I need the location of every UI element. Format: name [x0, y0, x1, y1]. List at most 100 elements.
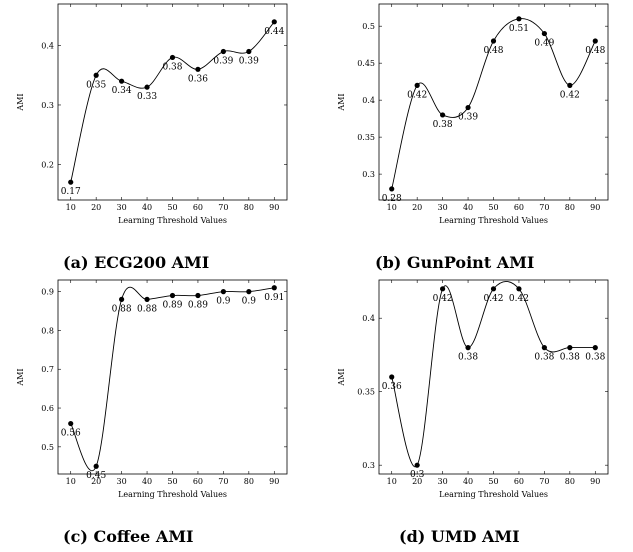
data-label-3-3: 0.38 — [458, 353, 478, 363]
data-point-3-2 — [440, 286, 446, 292]
x-axis-label-1: Learning Threshold Values — [439, 216, 548, 225]
x-axis-label-3: Learning Threshold Values — [439, 490, 548, 499]
data-point-0-0 — [68, 179, 74, 185]
x-tick-label-3-1: 20 — [412, 477, 422, 486]
data-point-0-7 — [246, 48, 252, 55]
y-axis-label-1: AMI — [337, 93, 346, 111]
data-point-2-1 — [93, 463, 99, 469]
data-point-3-3 — [465, 345, 471, 351]
y-tick-label-0-1: 0.3 — [41, 101, 54, 110]
data-label-0-4: 0.38 — [162, 62, 182, 72]
y-axis-label-0: AMI — [16, 93, 25, 111]
data-label-0-1: 0.35 — [86, 80, 106, 90]
x-tick-label-1-1: 20 — [412, 203, 422, 212]
x-tick-label-0-4: 50 — [167, 203, 177, 212]
x-tick-label-1-5: 60 — [514, 203, 524, 212]
x-tick-label-3-2: 30 — [438, 477, 448, 486]
x-tick-label-1-8: 90 — [590, 203, 600, 212]
x-tick-label-0-5: 60 — [193, 203, 203, 212]
data-point-2-7 — [246, 289, 252, 295]
data-point-3-0 — [389, 374, 395, 380]
data-label-2-7: 0.9 — [242, 297, 257, 307]
data-point-3-6 — [541, 345, 547, 351]
data-label-3-4: 0.42 — [483, 294, 503, 304]
plot-frame-1 — [378, 3, 609, 201]
data-label-3-5: 0.42 — [509, 294, 529, 304]
data-point-0-3 — [144, 84, 150, 90]
x-tick-label-2-1: 20 — [91, 477, 101, 486]
y-tick-label-3-0: 0.3 — [362, 461, 375, 470]
data-point-2-8 — [271, 285, 277, 291]
data-label-3-7: 0.38 — [560, 353, 580, 363]
data-point-0-1 — [93, 72, 99, 78]
x-tick-label-2-0: 10 — [66, 477, 76, 486]
x-tick-label-1-3: 40 — [463, 203, 473, 212]
x-axis-label-0: Learning Threshold Values — [118, 216, 227, 225]
data-label-3-2: 0.42 — [433, 294, 453, 304]
caption-b: (b) GunPoint AMI — [375, 253, 535, 272]
data-point-3-8 — [592, 345, 598, 351]
y-axis-label-3: AMI — [337, 368, 346, 386]
y-axis-label-2: AMI — [16, 368, 25, 386]
data-point-1-4 — [490, 38, 497, 44]
x-tick-label-3-6: 70 — [539, 477, 549, 486]
data-point-2-3 — [144, 296, 150, 302]
data-label-1-5: 0.51 — [509, 24, 529, 34]
data-point-2-5 — [195, 292, 201, 299]
x-tick-label-0-7: 80 — [244, 203, 254, 212]
x-axis-label-2: Learning Threshold Values — [118, 490, 227, 499]
data-label-0-7: 0.39 — [239, 57, 259, 67]
caption-a: (a) ECG200 AMI — [63, 253, 210, 272]
data-point-0-5 — [195, 66, 201, 72]
caption-d: (d) UMD AMI — [399, 527, 520, 546]
x-tick-label-3-4: 50 — [488, 477, 498, 486]
data-label-0-3: 0.33 — [137, 92, 157, 102]
data-label-0-5: 0.36 — [188, 74, 208, 84]
data-point-3-7 — [567, 345, 573, 351]
x-tick-label-3-8: 90 — [590, 477, 600, 486]
data-label-0-6: 0.39 — [213, 57, 233, 67]
y-tick-label-2-1: 0.6 — [41, 404, 54, 413]
data-label-2-8: 0.91 — [264, 293, 284, 303]
x-tick-label-1-6: 70 — [539, 203, 549, 212]
data-label-2-6: 0.9 — [216, 297, 231, 307]
data-label-2-3: 0.88 — [137, 304, 157, 314]
data-point-3-4 — [490, 286, 497, 292]
x-tick-label-0-8: 90 — [269, 203, 279, 212]
x-tick-label-2-4: 50 — [167, 477, 177, 486]
x-tick-label-0-3: 40 — [142, 203, 152, 212]
y-tick-label-2-2: 0.7 — [41, 365, 54, 374]
data-point-1-7 — [567, 82, 573, 88]
x-tick-label-0-1: 20 — [91, 203, 101, 212]
y-tick-label-0-2: 0.4 — [41, 42, 54, 51]
x-tick-label-0-6: 70 — [218, 203, 228, 212]
data-label-1-6: 0.49 — [534, 39, 554, 49]
data-label-1-3: 0.39 — [458, 113, 478, 123]
data-label-3-0: 0.36 — [382, 382, 402, 392]
data-label-2-0: 0.56 — [61, 429, 81, 439]
y-tick-label-1-0: 0.3 — [362, 170, 375, 179]
x-tick-label-2-8: 90 — [269, 477, 279, 486]
x-tick-label-2-3: 40 — [142, 477, 152, 486]
data-label-0-0: 0.17 — [61, 187, 81, 197]
data-label-0-8: 0.44 — [264, 27, 284, 37]
x-tick-label-2-7: 80 — [244, 477, 254, 486]
x-tick-label-1-0: 10 — [387, 203, 397, 212]
x-tick-label-3-7: 80 — [565, 477, 575, 486]
y-tick-label-2-3: 0.8 — [41, 326, 54, 335]
data-point-1-6 — [541, 30, 547, 37]
data-label-1-2: 0.38 — [433, 120, 453, 130]
y-tick-label-3-1: 0.35 — [357, 388, 375, 397]
data-label-1-4: 0.48 — [483, 46, 503, 56]
x-tick-label-2-2: 30 — [117, 477, 127, 486]
data-label-3-8: 0.38 — [585, 353, 605, 363]
data-point-1-3 — [465, 104, 471, 111]
x-tick-label-0-2: 30 — [117, 203, 127, 212]
series-line-0 — [70, 21, 275, 183]
plot-frame-0 — [57, 3, 288, 201]
data-point-2-0 — [68, 420, 74, 427]
data-label-1-1: 0.42 — [407, 90, 427, 100]
y-tick-label-0-0: 0.2 — [41, 160, 54, 169]
data-point-0-6 — [220, 48, 226, 55]
